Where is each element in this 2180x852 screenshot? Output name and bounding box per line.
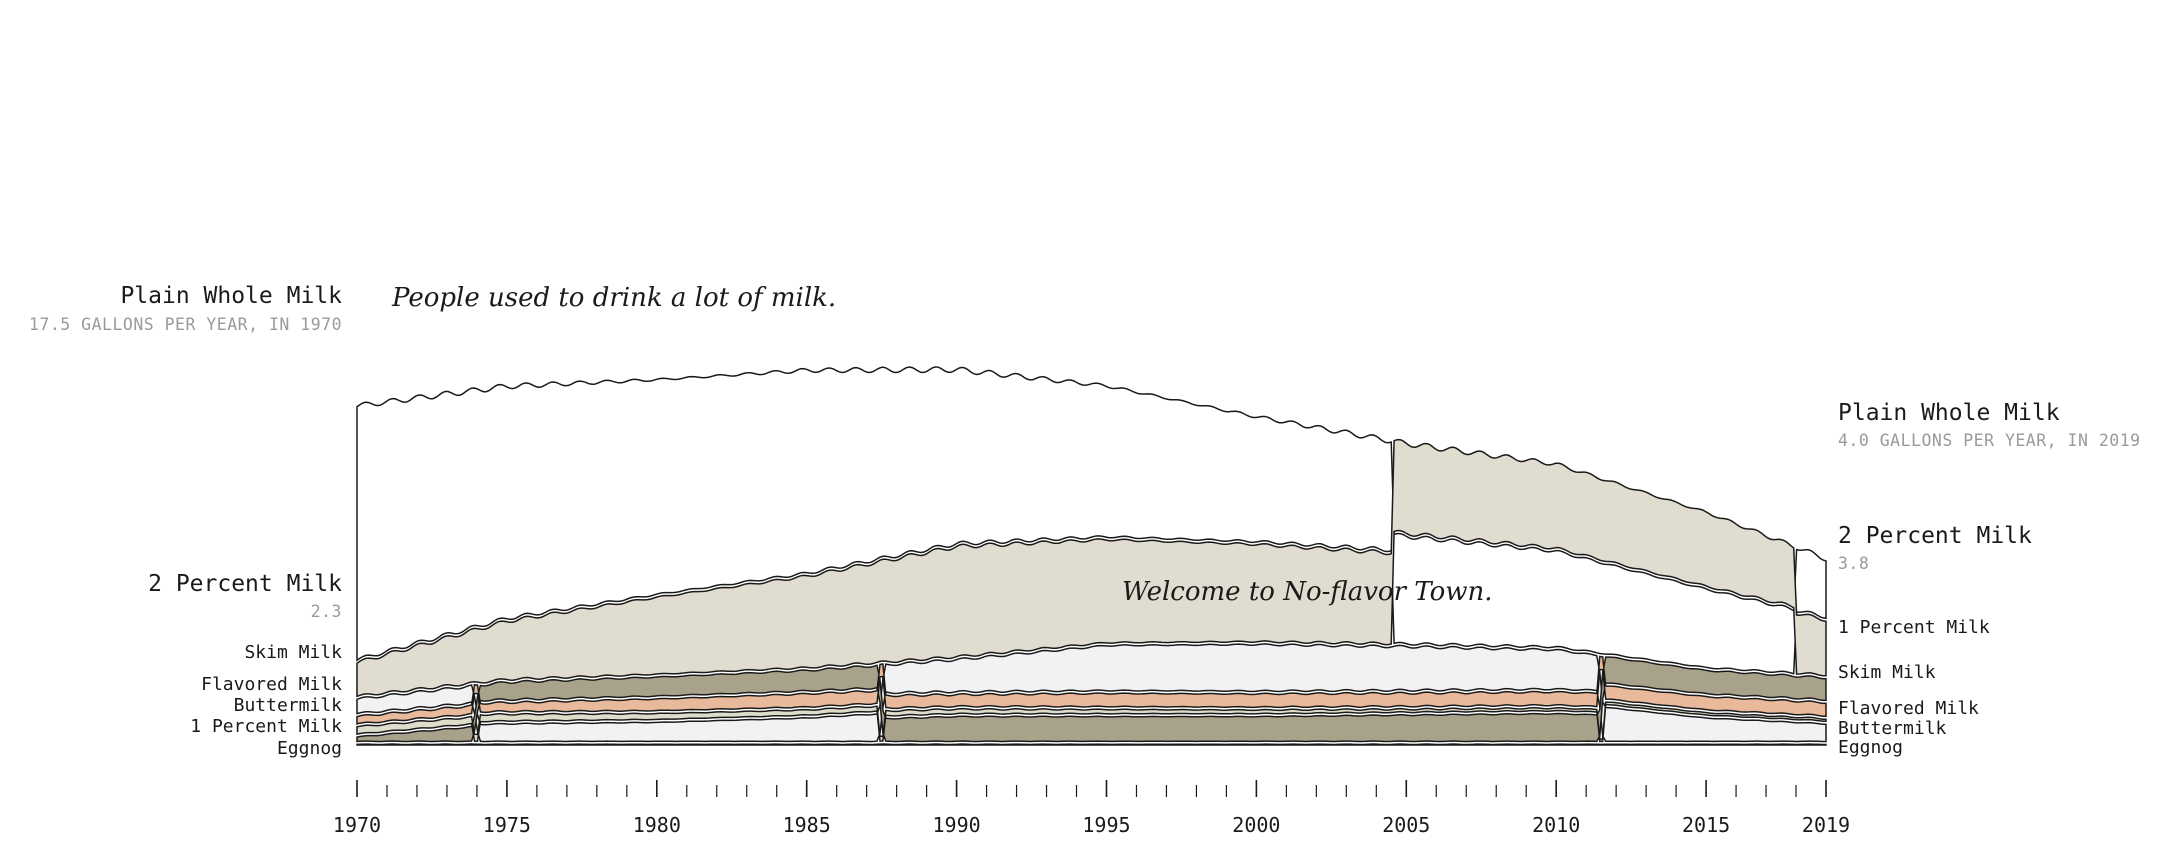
x-tick-label-1985: 1985 [783,813,831,837]
band-plain-whole-milk [356,366,1827,675]
left-label-eggnog: Eggnog [277,738,342,759]
x-tick-label-2005: 2005 [1382,813,1430,837]
left-label-flavored-milk: Flavored Milk [201,674,342,695]
band-flavored-milk [356,655,1827,725]
annotation-lots-of-milk: People used to drink a lot of milk. [391,283,836,313]
x-tick-label-1970: 1970 [333,813,381,837]
left-sublabel-2-percent-milk: 2.3 [311,602,342,621]
band-1-percent-milk [356,656,1827,743]
band-skim-milk [356,643,1827,743]
left-label-1-percent-milk: 1 Percent Milk [190,716,342,737]
left-label-buttermilk: Buttermilk [234,695,343,716]
right-sublabel-2-percent-milk: 3.8 [1838,554,1869,573]
x-tick-label-2000: 2000 [1232,813,1280,837]
chart-annotations: People used to drink a lot of milk. Welc… [391,283,1493,607]
x-tick-label-2015: 2015 [1682,813,1730,837]
x-tick-label-1975: 1975 [483,813,531,837]
band-2-percent-milk [356,438,1827,698]
x-tick-label-1995: 1995 [1082,813,1130,837]
right-label-1-percent-milk: 1 Percent Milk [1838,617,1990,638]
right-label-buttermilk: Buttermilk [1838,718,1947,739]
left-label-plain-whole-milk: Plain Whole Milk [120,283,342,309]
right-label-skim-milk: Skim Milk [1838,662,1936,683]
left-label-skim-milk: Skim Milk [244,642,342,663]
band-eggnog [356,743,1827,746]
stream-bands [356,366,1827,746]
x-axis: 1970 1975 1980 1985 1990 1995 2000 2005 2010 2015… [333,780,1850,837]
x-tick-label-2010: 2010 [1532,813,1580,837]
right-series-labels: Plain Whole Milk 4.0 GALLONS PER YEAR, I… [1838,400,2141,758]
x-tick-label-1990: 1990 [933,813,981,837]
left-sublabel-plain-whole-milk: 17.5 GALLONS PER YEAR, IN 1970 [29,315,342,334]
right-label-2-percent-milk: 2 Percent Milk [1838,523,2032,549]
left-series-labels: Plain Whole Milk 17.5 GALLONS PER YEAR, … [29,283,342,759]
right-label-plain-whole-milk: Plain Whole Milk [1838,400,2060,426]
band-buttermilk [356,701,1827,743]
left-label-2-percent-milk: 2 Percent Milk [148,571,342,597]
x-tick-label-2019: 2019 [1802,813,1850,837]
x-tick-label-1980: 1980 [633,813,681,837]
right-sublabel-plain-whole-milk: 4.0 GALLONS PER YEAR, IN 2019 [1838,431,2141,450]
annotation-no-flavor-town: Welcome to No-flavor Town. [1122,577,1493,607]
right-label-eggnog: Eggnog [1838,737,1903,758]
right-label-flavored-milk: Flavored Milk [1838,698,1979,719]
